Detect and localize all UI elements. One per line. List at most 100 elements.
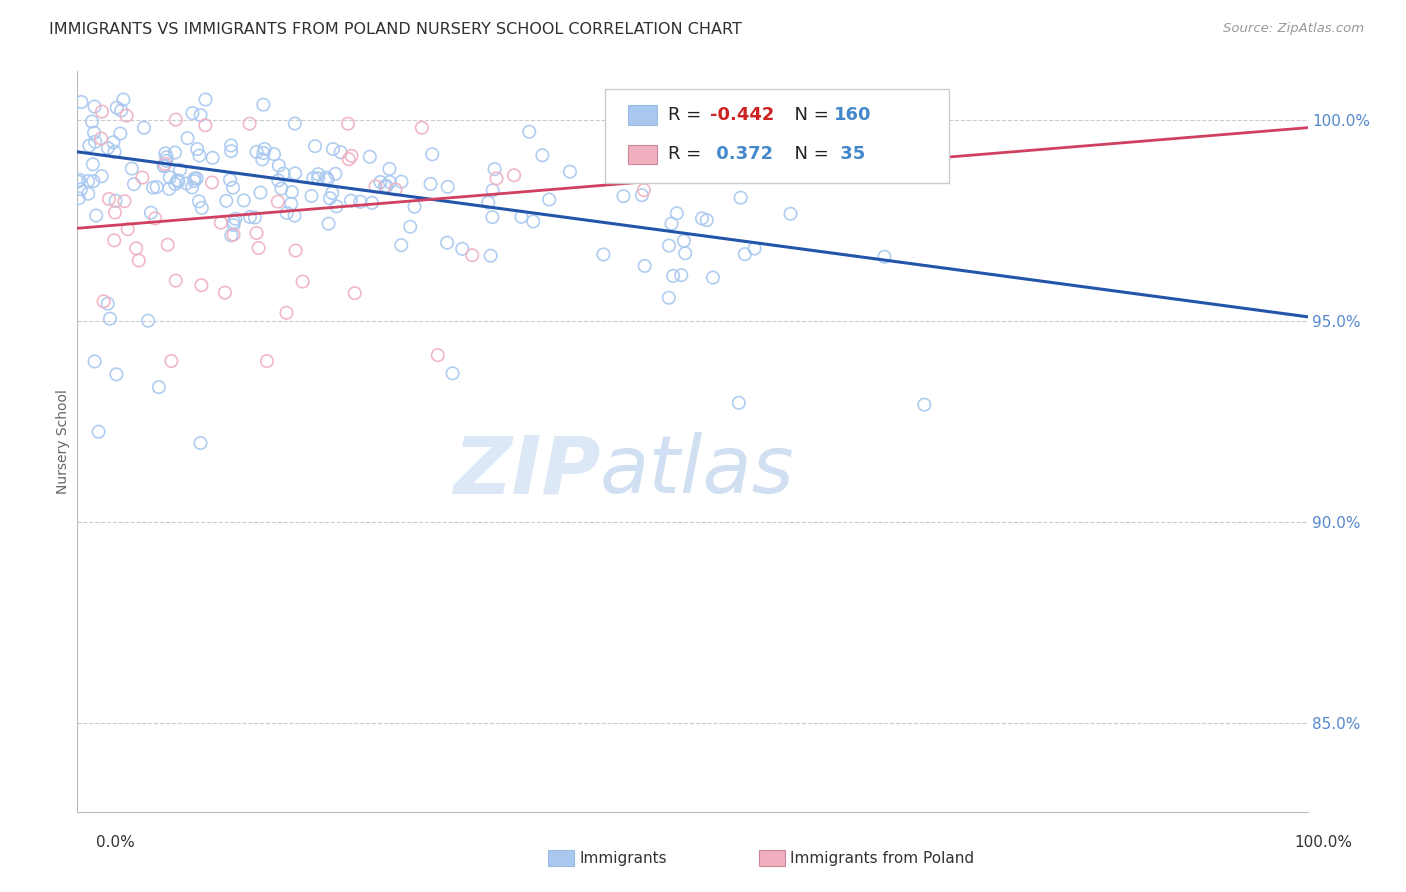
Point [322, 142, 344, 156]
Point [215, 194, 238, 208]
Point [77, 174, 100, 188]
Point [249, 186, 271, 200]
Point [252, 146, 274, 161]
Point [291, 275, 314, 289]
Point [67, 191, 90, 205]
Point [166, 173, 188, 187]
Point [87, 425, 110, 439]
Point [93, 294, 115, 309]
Point [142, 180, 165, 194]
Point [253, 142, 276, 156]
Point [104, 205, 127, 219]
Point [190, 278, 212, 293]
Point [131, 170, 153, 185]
Text: N =: N = [783, 145, 835, 163]
Point [219, 144, 242, 158]
Point [97, 141, 120, 155]
Point [307, 171, 329, 186]
Point [114, 194, 136, 209]
Point [160, 354, 183, 368]
Point [284, 166, 307, 180]
Point [337, 117, 360, 131]
Point [80, 114, 103, 128]
Point [302, 171, 325, 186]
Point [873, 250, 896, 264]
Point [273, 167, 295, 181]
Point [201, 151, 224, 165]
Point [152, 159, 174, 173]
Point [82, 157, 104, 171]
Point [83, 354, 105, 368]
Point [477, 195, 499, 210]
Point [340, 149, 363, 163]
Point [281, 185, 304, 199]
Point [83, 126, 105, 140]
Point [481, 183, 503, 197]
Point [340, 194, 363, 208]
Point [79, 138, 101, 153]
Point [461, 248, 484, 262]
Point [224, 211, 246, 226]
Point [270, 181, 292, 195]
Point [174, 177, 197, 191]
Point [484, 162, 506, 177]
Point [361, 195, 384, 210]
Point [696, 213, 718, 227]
Point [105, 368, 128, 382]
Point [315, 170, 337, 185]
Point [83, 99, 105, 113]
Point [103, 135, 125, 149]
Point [115, 109, 138, 123]
Point [183, 174, 205, 188]
Text: 0.0%: 0.0% [96, 836, 135, 850]
Point [98, 192, 121, 206]
Point [426, 348, 449, 362]
Point [159, 170, 181, 185]
Point [252, 153, 274, 167]
Point [190, 436, 212, 450]
Point [136, 313, 159, 327]
Point [337, 153, 360, 167]
Point [153, 157, 176, 171]
Point [349, 194, 371, 209]
Point [558, 164, 581, 178]
Point [219, 138, 242, 153]
Text: R =: R = [668, 145, 707, 163]
Point [276, 306, 298, 320]
Point [404, 200, 426, 214]
Point [912, 398, 935, 412]
Point [485, 171, 508, 186]
Point [690, 211, 713, 226]
Point [132, 120, 155, 135]
Point [67, 175, 90, 189]
Point [84, 209, 107, 223]
Point [176, 131, 198, 145]
Point [522, 214, 544, 228]
Point [239, 210, 262, 224]
Point [181, 180, 204, 194]
Point [148, 380, 170, 394]
Point [165, 112, 187, 127]
Point [69, 173, 91, 187]
Point [301, 189, 323, 203]
Point [384, 182, 406, 196]
Text: atlas: atlas [600, 432, 794, 510]
Point [90, 131, 112, 145]
Point [90, 104, 114, 119]
Point [503, 168, 526, 182]
Point [531, 148, 554, 162]
Point [436, 235, 458, 250]
Point [221, 228, 243, 243]
Point [117, 222, 139, 236]
Point [112, 93, 135, 107]
Point [730, 191, 752, 205]
Point [103, 233, 125, 247]
Point [82, 174, 104, 188]
Point [538, 193, 561, 207]
Point [122, 177, 145, 191]
Point [510, 210, 533, 224]
Point [239, 117, 262, 131]
Point [247, 241, 270, 255]
Point [169, 162, 191, 177]
Point [252, 97, 274, 112]
